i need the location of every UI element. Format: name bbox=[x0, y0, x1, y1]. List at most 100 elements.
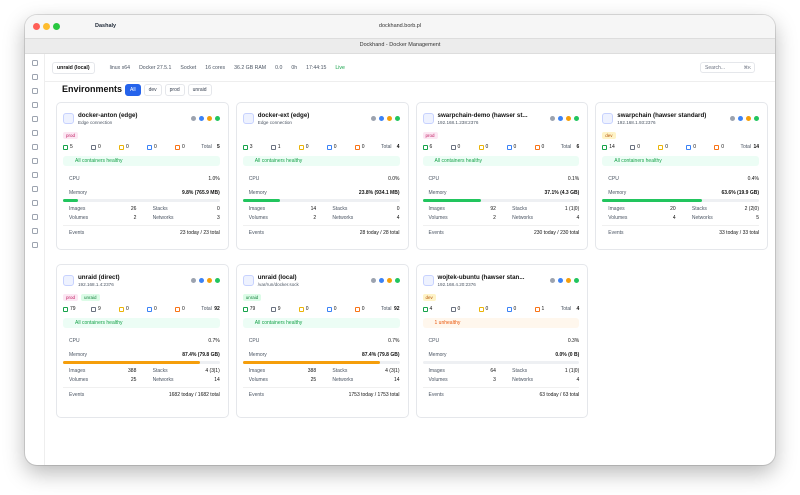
nav-icon[interactable] bbox=[32, 172, 38, 178]
environment-card[interactable]: swarpchain (hawser standard) 192.168.1.93… bbox=[595, 102, 768, 250]
networks-label: Networks bbox=[512, 215, 533, 221]
nav-icon[interactable] bbox=[32, 60, 38, 66]
stacks-label: Stacks bbox=[691, 206, 707, 212]
nav-icon[interactable] bbox=[32, 116, 38, 122]
count-value: 0 bbox=[485, 306, 489, 312]
cpu-value: 0.7% bbox=[208, 338, 220, 344]
images-label: Images bbox=[608, 206, 625, 212]
health-box: All containers healthy bbox=[602, 156, 759, 166]
health-box: All containers healthy bbox=[422, 156, 580, 166]
cores: 16 cores bbox=[205, 64, 226, 71]
count-value: 0 bbox=[154, 306, 157, 312]
images-label: Images bbox=[248, 368, 266, 374]
nav-icon[interactable] bbox=[32, 74, 38, 80]
events-label: Events bbox=[248, 230, 265, 236]
url[interactable]: dockhand.borb.pl bbox=[378, 23, 422, 29]
networks-value: 4 bbox=[396, 215, 400, 221]
memory-track bbox=[63, 361, 220, 364]
stacks-value: 4 (3|1) bbox=[205, 368, 220, 374]
environment-grid: docker-anton (edge) Edge connection prod 5 0… bbox=[56, 102, 768, 418]
count-value: 0 bbox=[126, 144, 129, 150]
environment-card[interactable]: wojtek-ubuntu (hawser stan... 192.168.4.2… bbox=[415, 264, 589, 418]
close-button[interactable] bbox=[33, 23, 40, 30]
status-icon bbox=[214, 278, 220, 283]
images-label: Images bbox=[428, 206, 445, 212]
tab-title[interactable]: Dockhand - Docker Management bbox=[359, 42, 441, 48]
minimize-button[interactable] bbox=[43, 23, 50, 30]
live: Live bbox=[335, 64, 345, 71]
cpu-label: CPU bbox=[608, 176, 619, 182]
environment-select[interactable]: unraid (local) bbox=[52, 61, 95, 74]
environment-card[interactable]: docker-anton (edge) Edge connection prod 5 0… bbox=[56, 102, 229, 250]
networks-value: 14 bbox=[214, 377, 220, 383]
events-value: 63 today / 63 total bbox=[539, 392, 580, 398]
stacks-value: 4 (3|1) bbox=[385, 368, 400, 374]
zoom-button[interactable] bbox=[53, 23, 60, 30]
environment-icon bbox=[422, 113, 434, 124]
count-icon bbox=[63, 145, 68, 150]
total-value: 4 bbox=[576, 306, 580, 312]
environment-card[interactable]: docker-ext (edge) Edge connection 3 1 0 0 0 4 To… bbox=[235, 102, 409, 250]
nav-icon[interactable] bbox=[32, 214, 38, 220]
nav-icon[interactable] bbox=[32, 228, 38, 234]
environment-name: docker-ext (edge) bbox=[257, 112, 310, 119]
memory-bar bbox=[63, 361, 200, 364]
separator bbox=[63, 225, 220, 226]
count-icon bbox=[326, 145, 332, 150]
count-icon bbox=[298, 307, 304, 312]
status-icon bbox=[558, 116, 564, 121]
filter-pill[interactable]: unraid bbox=[187, 84, 212, 96]
nav-icon[interactable] bbox=[32, 130, 38, 136]
environment-card[interactable]: unraid (direct) 192.168.1.4:2376 prod unrai… bbox=[56, 264, 229, 418]
status-icon bbox=[558, 278, 564, 283]
health-text: All containers healthy bbox=[434, 158, 483, 164]
nav-icon[interactable] bbox=[32, 102, 38, 108]
volumes-value: 2 bbox=[313, 215, 317, 221]
filter-pill[interactable]: dev bbox=[143, 84, 162, 96]
stacks-label: Stacks bbox=[332, 368, 348, 374]
nav-icon[interactable] bbox=[32, 144, 38, 150]
environment-card[interactable]: swarpchain-demo (hawser st... 192.168.1.2… bbox=[415, 102, 589, 250]
count-value: 6 bbox=[429, 144, 433, 150]
nav-icon[interactable] bbox=[32, 200, 38, 206]
environment-card[interactable]: unraid (local)/var/run/docker.sock unraid… bbox=[235, 264, 409, 418]
cpu-label: CPU bbox=[428, 176, 440, 182]
status-icon bbox=[378, 116, 384, 121]
environment-icon bbox=[63, 113, 74, 124]
cpu-label: CPU bbox=[428, 338, 440, 344]
status-icon bbox=[738, 116, 743, 121]
browser-toolbar: Dashaly dockhand.borb.pl bbox=[25, 15, 775, 38]
networks-label: Networks bbox=[152, 377, 174, 383]
count-value: 0 bbox=[154, 144, 157, 150]
count-icon bbox=[91, 145, 96, 150]
tag: prod bbox=[63, 294, 79, 301]
search[interactable]: Search... ⌘K bbox=[700, 62, 755, 73]
count-icon bbox=[422, 145, 428, 150]
count-value: 79 bbox=[70, 306, 76, 312]
profile[interactable]: Dashaly bbox=[95, 23, 117, 29]
environment-icon bbox=[242, 275, 254, 286]
filter-pill[interactable]: prod bbox=[164, 84, 185, 96]
filter-pill[interactable]: All bbox=[125, 84, 141, 96]
volumes-value: 25 bbox=[130, 377, 137, 383]
time: 17:44:15 bbox=[306, 64, 327, 71]
volumes-label: Volumes bbox=[428, 377, 448, 383]
environment-address: 192.168.1.4:2376 bbox=[78, 282, 114, 287]
status-icon bbox=[754, 116, 759, 121]
load: 0.0 bbox=[275, 64, 283, 71]
stacks-label: Stacks bbox=[152, 206, 168, 212]
memory-value: 9.8% (765.9 MB) bbox=[181, 190, 220, 196]
count-value: 0 bbox=[693, 144, 697, 150]
events-label: Events bbox=[608, 230, 624, 236]
nav-icon[interactable] bbox=[32, 186, 38, 192]
count-value: 4 bbox=[429, 306, 433, 312]
count-value: 0 bbox=[182, 144, 185, 150]
nav-icon[interactable] bbox=[32, 158, 38, 164]
total-label: Total bbox=[201, 144, 212, 150]
health-box: 1 unhealthy bbox=[422, 318, 580, 328]
memory-label: Memory bbox=[608, 190, 627, 196]
nav-icon[interactable] bbox=[32, 242, 38, 248]
events-value: 28 today / 28 total bbox=[359, 230, 400, 236]
nav-icon[interactable] bbox=[32, 88, 38, 94]
